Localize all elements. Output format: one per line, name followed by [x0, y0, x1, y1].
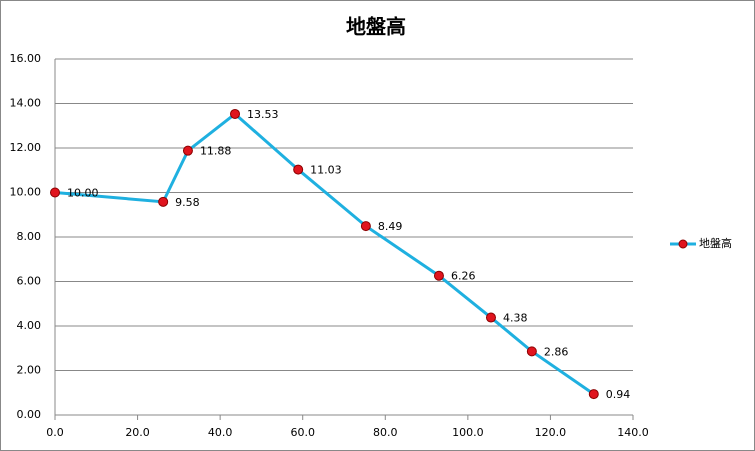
data-label: 11.88 — [200, 145, 232, 158]
x-tick-label: 0.0 — [46, 426, 64, 439]
y-tick-label: 6.00 — [17, 275, 42, 288]
data-label: 8.49 — [378, 220, 403, 233]
y-tick-label: 10.00 — [10, 186, 42, 199]
data-label: 9.58 — [175, 196, 200, 209]
chart-title: 地盤高 — [346, 15, 406, 39]
legend-marker — [678, 239, 688, 249]
marker — [158, 196, 169, 207]
y-tick-label: 2.00 — [17, 364, 42, 377]
data-label: 6.26 — [451, 270, 476, 283]
marker — [433, 270, 444, 281]
y-tick-label: 0.00 — [17, 408, 42, 421]
y-tick-label: 16.00 — [10, 52, 42, 65]
data-label: 2.86 — [544, 345, 569, 358]
x-tick-label: 100.0 — [452, 426, 484, 439]
x-tick-label: 40.0 — [208, 426, 233, 439]
data-label: 0.94 — [606, 388, 631, 401]
marker — [293, 164, 304, 175]
y-tick-label: 8.00 — [17, 230, 42, 243]
x-tick-label: 120.0 — [535, 426, 567, 439]
x-tick-label: 80.0 — [373, 426, 398, 439]
y-tick-label: 4.00 — [17, 319, 42, 332]
x-tick-label: 20.0 — [125, 426, 150, 439]
data-label: 11.03 — [310, 164, 342, 177]
data-label: 10.00 — [67, 187, 99, 200]
x-tick-label: 60.0 — [290, 426, 315, 439]
marker — [588, 389, 599, 400]
marker — [360, 221, 371, 232]
series-line — [54, 112, 595, 396]
marker — [485, 312, 496, 323]
marker — [230, 108, 241, 119]
x-tick-label: 140.0 — [617, 426, 649, 439]
marker — [50, 187, 60, 198]
data-label: 13.53 — [247, 108, 279, 121]
marker — [182, 145, 193, 156]
data-label: 4.38 — [503, 312, 528, 325]
marker — [526, 346, 537, 357]
y-tick-label: 12.00 — [10, 141, 42, 154]
legend-label: 地盤高 — [699, 236, 732, 250]
y-tick-label: 14.00 — [10, 97, 42, 110]
